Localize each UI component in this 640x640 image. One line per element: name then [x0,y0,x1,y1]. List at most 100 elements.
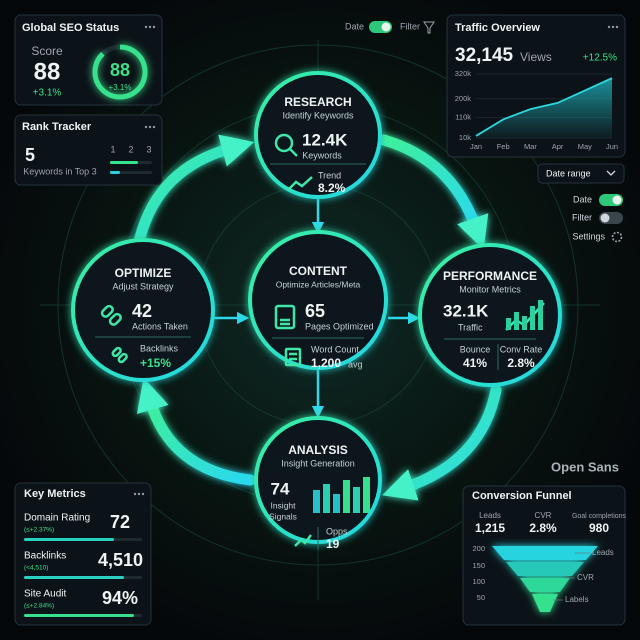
y-tick-label: 10k [459,133,471,142]
node-value: +15% [140,356,171,370]
node-title: RESEARCH [284,95,351,109]
traffic-line [475,77,613,137]
change: +3.1% [33,88,62,99]
node-subtitle: Adjust Strategy [112,281,174,291]
label: Filter [572,212,592,222]
node-value: 12.4K [302,130,348,149]
label: Filter [400,21,420,31]
metric-bars [24,538,142,617]
gauge-arc [92,44,148,100]
label: Conv Rate [500,344,543,354]
rank-panel [14,114,163,186]
funnel-shape [492,546,598,612]
dropdown-chevron [606,170,616,176]
font-label: Open Sans [551,459,619,474]
rank-track [110,171,152,174]
metric-value: 4,510 [98,550,143,570]
y-tick-label: 110k [455,112,471,121]
metric-label: Site Audit [24,589,66,600]
column-label: 1 [110,144,115,154]
node-title: ANALYSIS [288,443,348,457]
label: Keywords [302,150,342,160]
label: Trend [318,170,341,180]
node-value: 2.8% [507,356,535,370]
node-subtitle: Insight Generation [281,458,355,468]
panel-title: Conversion Funnel [472,490,572,502]
x-tick-label: Jun [606,142,618,151]
x-tick-label: May [578,142,592,151]
label: avg [348,359,363,369]
label: Traffic [458,322,483,332]
label: Keywords in Top 3 [23,166,96,176]
label: Backlinks [140,343,179,353]
label: Insight [270,500,296,510]
panel-menus[interactable] [133,25,619,496]
traffic-area [476,78,612,138]
axis-label: 200 [472,544,485,553]
gauge-value: 88 [110,60,130,80]
label: Views [520,50,552,64]
label: Opps [326,526,348,536]
x-tick-label: Jan [470,142,482,151]
stage-label: Leads [592,548,614,557]
score: 88 [34,58,61,85]
label: Bounce [460,344,491,354]
label: Signals [269,511,297,521]
metric-sub: (<4,510) [24,565,48,572]
metric-sub: (≤+2.84%) [24,603,54,610]
rank-bar [110,171,120,174]
node-value: 8.2% [318,181,346,195]
column-label: 2 [128,144,133,154]
panel-title: Traffic Overview [455,22,540,34]
node-value: 32.1K [443,301,489,320]
metric-value: 72 [110,512,130,532]
toggle-knob [600,213,610,223]
metric-sub: (≤+2.37%) [24,527,54,534]
performance-bars [506,300,543,330]
stat-value: 2.8% [529,521,557,535]
metric-value: 94% [102,588,138,608]
rank-value: 5 [25,145,35,165]
axis-label: 100 [472,577,485,586]
dropdown-label: Date range [546,168,591,178]
node-value: 65 [305,301,325,321]
label: Date [573,194,592,204]
stat-value: 980 [589,521,609,535]
column-label: 3 [146,144,151,154]
content-layer: Global SEO StatusScore88+3.1%88+3.1%Rank… [22,21,627,609]
y-tick-label: 320k [455,69,472,78]
x-tick-label: Mar [524,142,537,151]
node-subtitle: Monitor Metrics [459,284,521,294]
key-metrics-panel [14,482,152,626]
axis-label: 50 [477,593,485,602]
analysis-bars [313,477,370,513]
label: Settings [572,231,605,241]
filter-icon[interactable] [423,21,435,34]
metric-label: Domain Rating [24,513,90,524]
date-range-dropdown[interactable] [537,163,625,184]
node-value: 42 [132,301,152,321]
x-tick-label: Apr [552,142,564,151]
label: Word Count [311,344,359,354]
y-tick-label: 200k [455,94,472,103]
node-value: 19 [326,537,340,551]
label: Pages Optimized [305,321,374,331]
stage-label: CVR [577,573,594,582]
stat-value: 1,215 [475,521,505,535]
change: +12.5% [583,53,617,64]
funnel-leaders [553,552,590,601]
node-value: 74 [271,479,290,498]
panel-title: Global SEO Status [22,22,119,34]
node-value: 41% [463,356,487,370]
settings-icon[interactable] [611,231,623,243]
x-tick-label: Feb [497,142,510,151]
cycle-arrows [134,134,502,501]
node-subtitle: Optimize Articles/Meta [276,279,361,289]
stat-label: Leads [479,511,501,520]
node-subtitle: Identify Keywords [282,110,354,120]
node-title: PERFORMANCE [443,269,537,283]
gauge-change: +3.1% [109,83,132,92]
node-dividers [95,163,536,550]
